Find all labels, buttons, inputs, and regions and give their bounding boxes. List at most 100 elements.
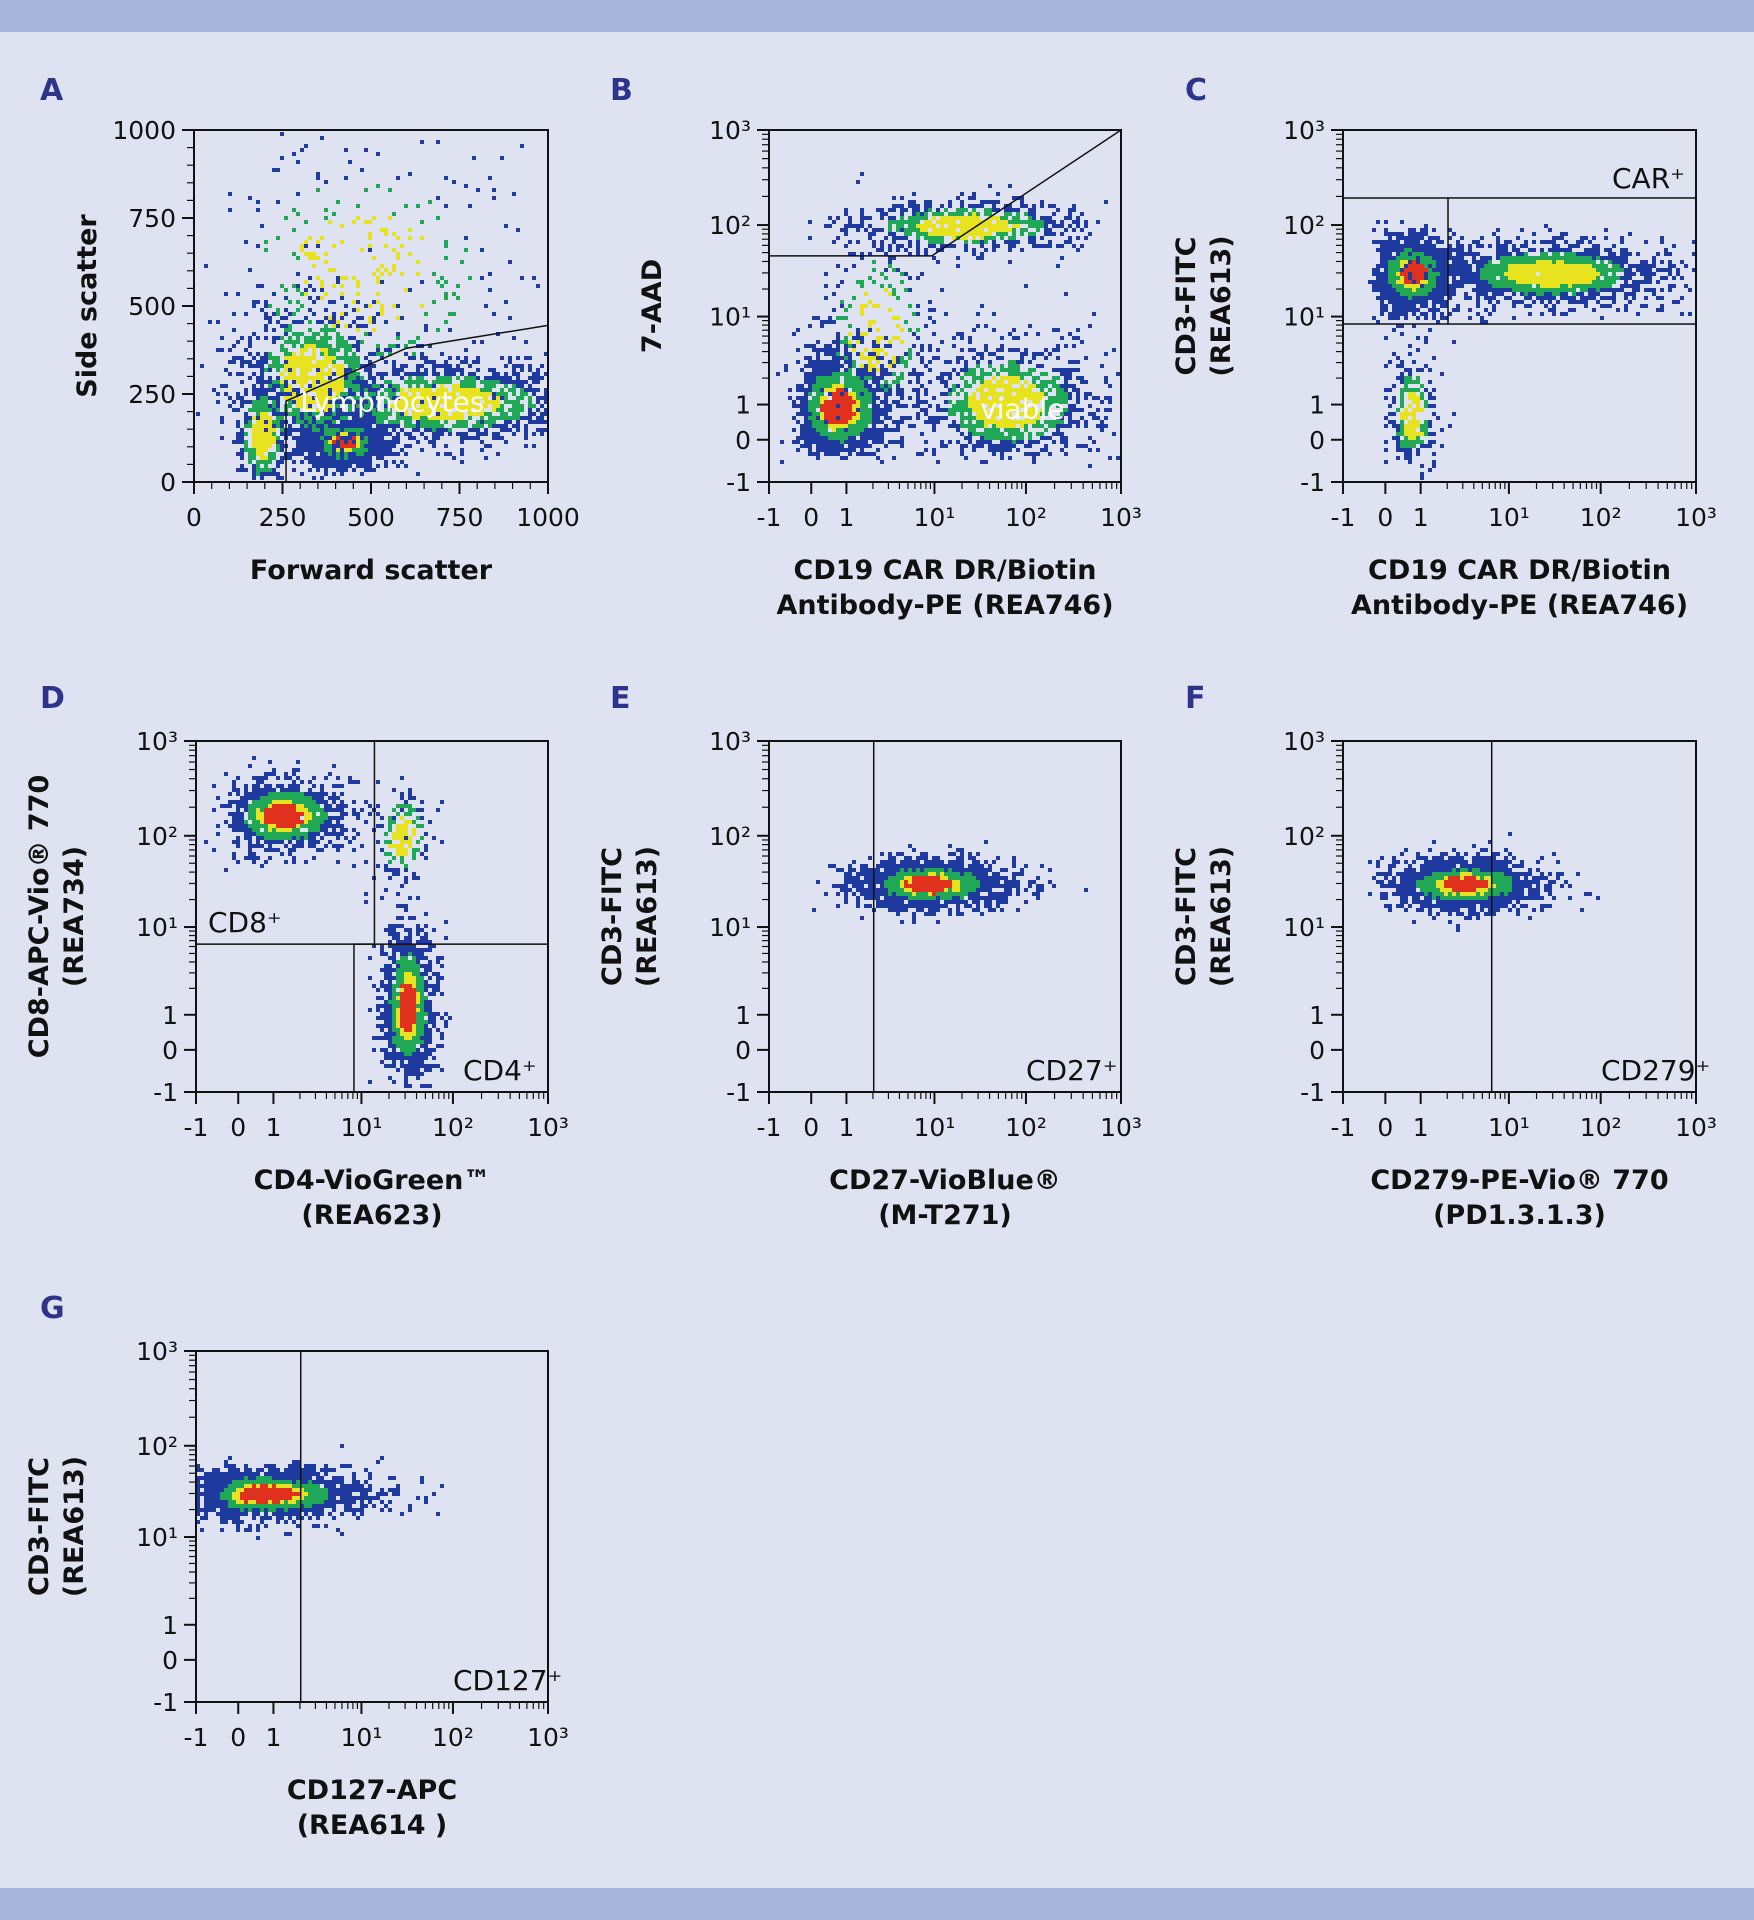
event-dot <box>296 420 300 424</box>
event-dot <box>388 344 392 348</box>
event-dot <box>300 348 304 352</box>
event-dot <box>360 448 364 452</box>
event-dot <box>320 296 324 300</box>
event-dot <box>320 436 324 440</box>
event-dot <box>324 292 328 296</box>
event-dot <box>520 364 524 368</box>
event-dot <box>232 400 236 404</box>
event-dot <box>380 392 384 396</box>
event-dot <box>528 412 532 416</box>
event-dot <box>408 236 412 240</box>
event-dot <box>516 424 520 428</box>
event-dot <box>412 436 416 440</box>
event-dot <box>312 460 316 464</box>
event-dot <box>480 276 484 280</box>
event-dot <box>312 436 316 440</box>
event-dot <box>432 300 436 304</box>
event-dot <box>296 340 300 344</box>
event-dot <box>544 412 548 416</box>
event-dot <box>292 152 296 156</box>
event-dot <box>316 456 320 460</box>
event-dot <box>840 388 844 392</box>
event-dot <box>456 416 460 420</box>
event-dot <box>448 380 452 384</box>
x-tick-label: 250 <box>259 503 307 532</box>
event-dot <box>296 272 300 276</box>
event-dot <box>272 472 276 476</box>
event-dot <box>340 436 344 440</box>
event-dot <box>244 444 248 448</box>
event-dot <box>260 372 264 376</box>
event-dot <box>236 292 240 296</box>
event-dot <box>444 420 448 424</box>
event-dot <box>332 432 336 436</box>
event-dot <box>320 328 324 332</box>
event-dot <box>372 320 376 324</box>
event-dot <box>492 368 496 372</box>
event-dot <box>272 312 276 316</box>
event-dot <box>312 420 316 424</box>
event-dot <box>276 472 280 476</box>
event-dot <box>328 368 332 372</box>
event-dot <box>448 368 452 372</box>
event-dot <box>504 396 508 400</box>
event-dot <box>464 236 468 240</box>
event-dot <box>264 416 268 420</box>
event-dot <box>476 392 480 396</box>
event-dot <box>496 404 500 408</box>
event-dot <box>512 336 516 340</box>
event-dot <box>208 320 212 324</box>
event-dot <box>316 364 320 368</box>
event-dot <box>260 440 264 444</box>
event-dot <box>220 384 224 388</box>
event-dot <box>244 240 248 244</box>
event-dot <box>396 372 400 376</box>
event-dot <box>312 340 316 344</box>
event-dot <box>384 360 388 364</box>
event-dot <box>260 388 264 392</box>
event-dot <box>800 396 804 400</box>
event-dot <box>368 304 372 308</box>
event-dot <box>392 268 396 272</box>
event-dot <box>344 460 348 464</box>
event-dot <box>364 464 368 468</box>
event-dot <box>420 304 424 308</box>
event-dot <box>292 284 296 288</box>
event-dot <box>480 404 484 408</box>
event-dot <box>884 384 888 388</box>
event-dot <box>532 412 536 416</box>
event-dot <box>840 428 844 432</box>
event-dot <box>288 412 292 416</box>
event-dot <box>432 420 436 424</box>
event-dot <box>300 368 304 372</box>
event-dot <box>360 380 364 384</box>
event-dot <box>524 392 528 396</box>
event-dot <box>424 372 428 376</box>
event-dot <box>372 328 376 332</box>
x-tick-label: 1000 <box>516 503 580 532</box>
event-dot <box>368 392 372 396</box>
event-dot <box>440 428 444 432</box>
event-dot <box>300 436 304 440</box>
event-dot <box>344 148 348 152</box>
event-dot <box>272 340 276 344</box>
event-dot <box>364 416 368 420</box>
event-dot <box>276 412 280 416</box>
event-dot <box>900 396 904 400</box>
event-dot <box>292 408 296 412</box>
event-dot <box>432 432 436 436</box>
event-dot <box>372 448 376 452</box>
event-dot <box>216 392 220 396</box>
event-dot <box>512 388 516 392</box>
event-dot <box>496 372 500 376</box>
event-dot <box>416 380 420 384</box>
event-dot <box>540 376 544 380</box>
event-dot <box>424 356 428 360</box>
event-dot <box>312 256 316 260</box>
event-dot <box>304 428 308 432</box>
event-dot <box>872 388 876 392</box>
event-dot <box>444 240 448 244</box>
event-dot <box>400 392 404 396</box>
event-dot <box>312 332 316 336</box>
y-tick-label: 750 <box>128 204 176 233</box>
